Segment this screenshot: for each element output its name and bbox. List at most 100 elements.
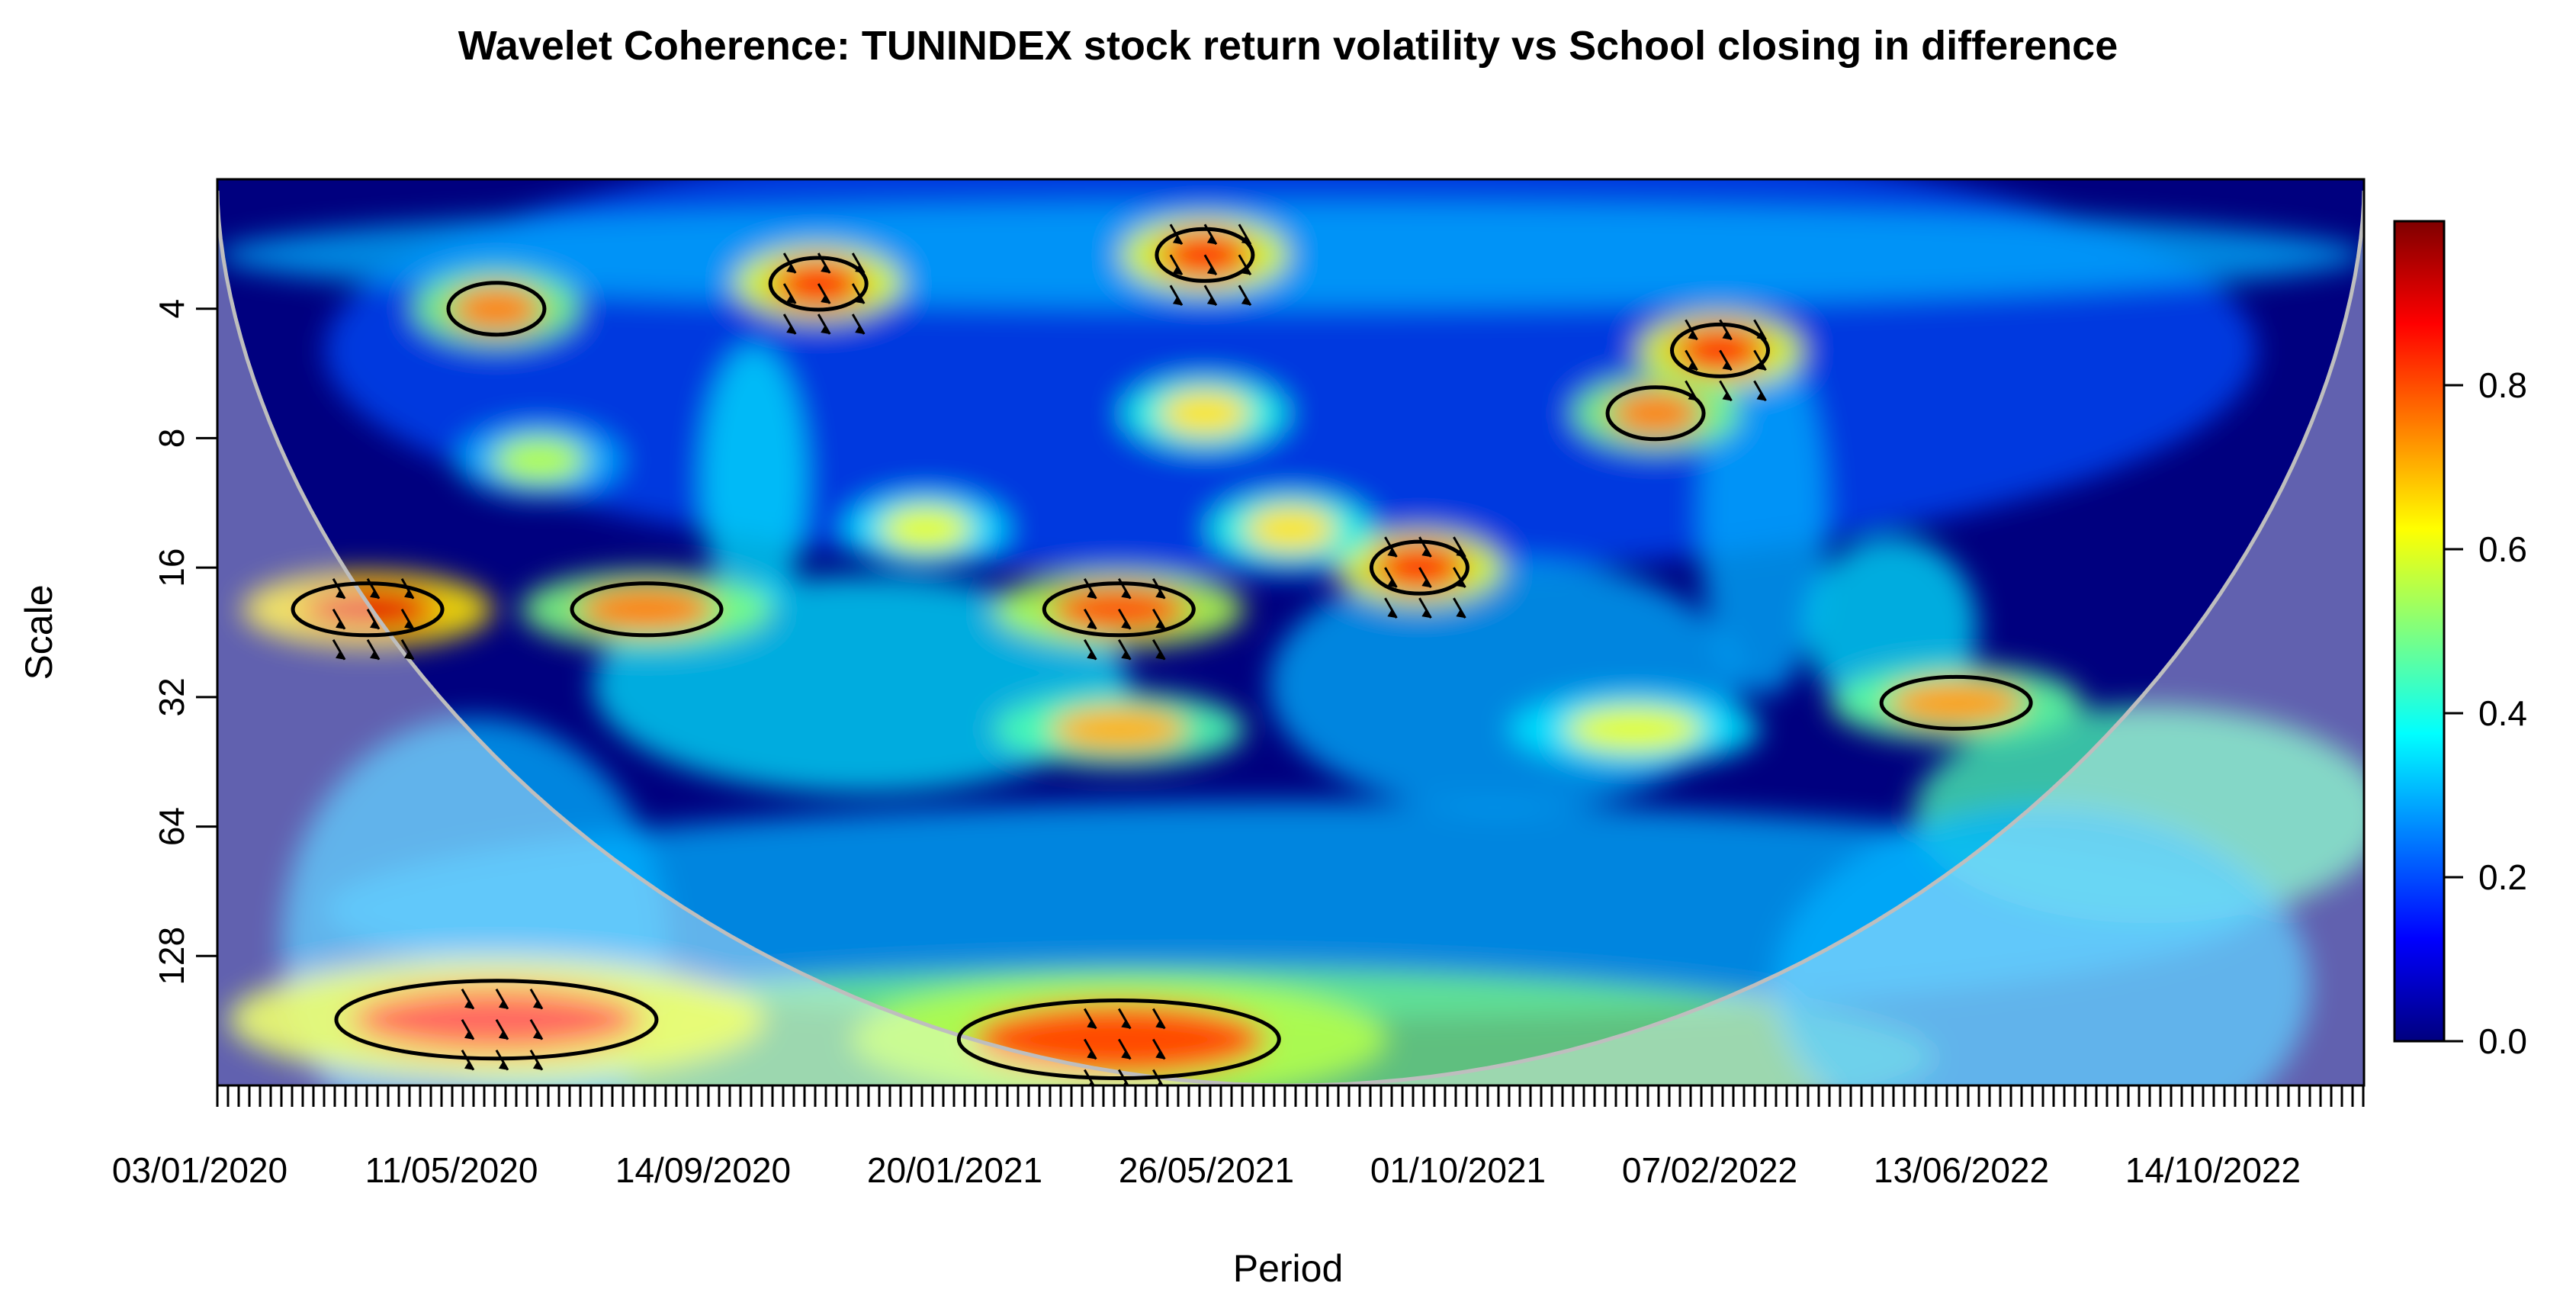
phase-arrow-head xyxy=(1155,1019,1165,1029)
phase-arrow-head xyxy=(464,1060,474,1070)
phase-arrow-head xyxy=(1155,1050,1165,1060)
phase-arrow-head xyxy=(1172,296,1182,306)
phase-arrow-head xyxy=(1206,296,1216,306)
phase-arrow-head xyxy=(786,294,796,304)
phase-arrow-head xyxy=(464,999,474,1009)
phase-arrow-head xyxy=(1087,1019,1097,1029)
phase-arrow-head xyxy=(1387,609,1397,619)
phase-arrow-head xyxy=(1688,330,1698,340)
y-tick-label: 128 xyxy=(152,927,191,986)
phase-arrow-head xyxy=(532,1060,542,1070)
phase-arrow-head xyxy=(532,1030,542,1040)
heatmap-cell-3 xyxy=(578,586,715,632)
phase-arrow-head xyxy=(532,999,542,1009)
phase-arrow-head xyxy=(786,264,796,274)
plot-frame xyxy=(216,178,2366,1087)
phase-arrow-head xyxy=(855,294,865,304)
y-tick-label: 16 xyxy=(152,548,191,587)
phase-arrow-head xyxy=(821,264,830,274)
x-axis-label: Period xyxy=(1233,1247,1344,1290)
plot-area xyxy=(217,179,2364,1085)
colorbar-tick-label: 0.4 xyxy=(2478,693,2527,733)
x-tick-label: 03/01/2020 xyxy=(112,1150,287,1190)
x-tick-label: 07/02/2022 xyxy=(1622,1150,1797,1190)
phase-arrow-head xyxy=(1688,361,1698,371)
phase-arrow-head xyxy=(404,589,414,599)
chart-title: Wavelet Coherence: TUNINDEX stock return… xyxy=(458,23,2118,69)
phase-arrow-head xyxy=(1087,650,1097,660)
phase-arrow-head xyxy=(404,650,414,660)
significance-contours xyxy=(291,227,2033,1081)
y-tick-label: 32 xyxy=(152,677,191,716)
phase-arrow-head xyxy=(1087,1050,1097,1060)
phase-arrow-head xyxy=(464,1030,474,1040)
phase-arrow-head xyxy=(821,325,830,335)
phase-arrow-head xyxy=(370,589,380,599)
phase-arrow-head xyxy=(1241,265,1251,275)
phase-arrow-head xyxy=(1155,650,1165,660)
significance-contour-3 xyxy=(570,581,724,638)
phase-arrow-head xyxy=(1155,589,1165,599)
colorbar-tick-label: 0.8 xyxy=(2478,365,2527,405)
y-tick-label: 8 xyxy=(152,429,191,449)
phase-arrow-head xyxy=(1121,589,1131,599)
phase-arrow-head xyxy=(1206,265,1216,275)
heatmap-cell-background-3 xyxy=(1269,558,1742,812)
phase-arrow xyxy=(1152,1069,1164,1085)
significance-contour-8 xyxy=(1605,385,1706,442)
heatmap-cell-17 xyxy=(493,437,586,484)
x-tick-label: 01/10/2021 xyxy=(1370,1150,1546,1190)
phase-arrow-head xyxy=(1421,578,1431,588)
significance-contour-4 xyxy=(1042,581,1196,638)
significance-contour-6 xyxy=(1879,674,2033,731)
phase-arrow-head xyxy=(1387,578,1397,588)
y-tick-label: 64 xyxy=(152,807,191,846)
phase-arrow-head xyxy=(1456,548,1466,558)
phase-arrow-head xyxy=(1756,391,1766,401)
phase-arrow-head xyxy=(1722,391,1732,401)
phase-arrow-head xyxy=(1387,548,1397,558)
phase-arrow-head xyxy=(1206,235,1216,245)
x-axis-tick-labels: 03/01/2020 11/05/2020 14/09/2020 20/01/2021… xyxy=(112,1150,2301,1190)
phase-arrow-head xyxy=(1241,296,1251,306)
significance-contour-9 xyxy=(446,281,547,337)
heatmap-cell-background-7 xyxy=(1773,804,2311,1085)
x-tick-label: 26/05/2021 xyxy=(1119,1150,1294,1190)
phase-arrow-head xyxy=(336,589,345,599)
heatmap-blobs xyxy=(217,179,2364,1085)
phase-arrow-head xyxy=(1157,1080,1163,1085)
heatmap-cell-15 xyxy=(879,506,972,552)
phase-arrow-head xyxy=(855,325,865,335)
phase-arrow-head xyxy=(1087,619,1097,629)
phase-arrow-head xyxy=(855,264,865,274)
phase-arrow-head xyxy=(1421,609,1431,619)
x-tick-label: 11/05/2020 xyxy=(365,1150,538,1190)
x-axis-minor-ticks xyxy=(216,1085,2365,1107)
colorbar-tick-label: 0.0 xyxy=(2478,1021,2527,1061)
x-tick-label: 20/01/2021 xyxy=(867,1150,1042,1190)
x-tick-label: 13/06/2022 xyxy=(1874,1150,2049,1190)
cone-of-influence-overlay xyxy=(217,179,2364,1085)
phase-arrow-head xyxy=(1756,330,1766,340)
phase-arrow-head xyxy=(1121,619,1131,629)
phase-arrow xyxy=(1118,1069,1129,1085)
phase-arrow-head xyxy=(336,619,345,629)
heatmap-cell-14 xyxy=(1245,506,1337,552)
phase-arrow-head xyxy=(1121,1050,1131,1060)
colorbar-tick-label: 0.6 xyxy=(2478,529,2527,569)
phase-arrow-head xyxy=(1123,1080,1129,1085)
phase-arrow-head xyxy=(336,650,345,660)
phase-arrow-head xyxy=(1121,1019,1131,1029)
heatmap-cell-6 xyxy=(1050,706,1188,752)
phase-arrow-head xyxy=(1456,578,1466,588)
phase-arrow-head xyxy=(1155,619,1165,629)
significance-contour-5 xyxy=(1369,539,1469,596)
heatmap-cell-background-8 xyxy=(700,343,808,616)
significance-contour-11 xyxy=(1155,227,1255,283)
significance-contour-1 xyxy=(334,979,659,1061)
phase-arrow-head xyxy=(370,619,380,629)
phase-arrow-head xyxy=(1121,650,1131,660)
phase-arrow-head xyxy=(1688,391,1698,401)
x-tick-label: 14/09/2020 xyxy=(615,1150,791,1190)
